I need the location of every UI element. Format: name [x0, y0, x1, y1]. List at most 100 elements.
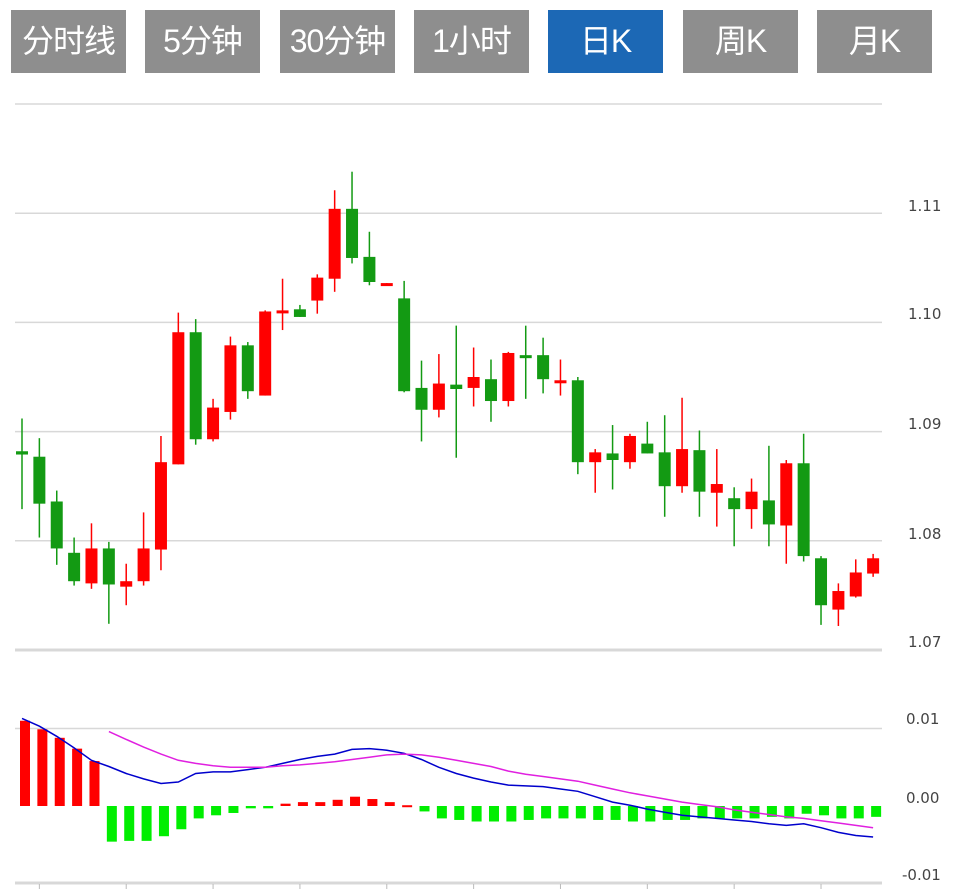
macd-tick-label: 0.01 [906, 710, 939, 728]
macd-bar [558, 806, 569, 819]
macd-bar [593, 806, 604, 820]
tab-daily-k[interactable]: 日K [548, 10, 663, 73]
tab-1hour[interactable]: 1小时 [414, 10, 529, 73]
macd-bar [367, 799, 378, 806]
grid [15, 103, 882, 889]
macd-bar [263, 806, 274, 809]
macd-bar [610, 806, 621, 820]
candle-up [120, 581, 133, 587]
macd-bar [523, 806, 534, 820]
macd-bar [315, 802, 326, 806]
price-tick-label: 1.11 [908, 197, 941, 215]
candle-down [641, 443, 654, 454]
candle-up [380, 283, 393, 287]
candle-up [276, 310, 289, 314]
candle-down [484, 379, 497, 402]
candle-up [710, 484, 723, 493]
macd-bar [627, 806, 638, 822]
candle-up [832, 591, 845, 610]
macd-bar [384, 802, 395, 806]
candle-down [450, 384, 463, 390]
macd-bar [732, 806, 743, 819]
candle-up [224, 345, 237, 412]
candle-down [519, 355, 532, 359]
candles [16, 171, 880, 626]
candle-down [398, 298, 411, 392]
macd-bar [332, 799, 343, 806]
candle-up [172, 332, 185, 465]
tab-intraday[interactable]: 分时线 [11, 10, 126, 73]
candle-up [745, 491, 758, 510]
candle-down [762, 500, 775, 525]
candle-up [328, 208, 341, 279]
macd-bar [853, 806, 864, 819]
axis-labels: 1.11 1.10 1.09 1.08 1.07 0.01 0.00 -0.01 [902, 197, 941, 884]
candle-up [502, 352, 515, 402]
candle-down [241, 345, 254, 392]
candle-down [728, 498, 741, 510]
macd-bar [193, 806, 204, 819]
candle-down [33, 456, 46, 504]
macd-bar [471, 806, 482, 822]
candle-up [554, 380, 567, 384]
macd-bar [124, 806, 135, 841]
macd-bar [54, 737, 65, 806]
macd-bar [280, 803, 291, 806]
macd-bar [506, 806, 517, 822]
tab-30min[interactable]: 30分钟 [280, 10, 395, 73]
candle-down [189, 332, 202, 440]
candle-down [293, 309, 306, 317]
tab-monthly-k[interactable]: 月K [817, 10, 932, 73]
macd-bar [871, 806, 882, 817]
macd-bar [680, 806, 691, 820]
candle-up [85, 548, 98, 584]
macd-tick-label: -0.01 [902, 866, 941, 884]
candle-down [537, 355, 550, 380]
macd-bar [419, 806, 430, 812]
candle-up [867, 558, 880, 574]
candle-up [207, 407, 220, 440]
macd-bar [454, 806, 465, 820]
candle-down [346, 208, 359, 258]
macd-bar [20, 720, 30, 806]
macd-bar [211, 806, 222, 816]
macd-bar [141, 806, 152, 841]
macd-bar [819, 806, 830, 816]
price-tick-label: 1.10 [908, 305, 941, 323]
macd-bar [297, 802, 308, 806]
candle-down [16, 451, 28, 455]
candle-down [815, 558, 828, 606]
macd-bar [176, 806, 187, 830]
price-tick-label: 1.07 [908, 633, 941, 651]
macd-bar [836, 806, 847, 819]
macd-lines [21, 717, 874, 838]
macd-bar [784, 806, 795, 819]
price-tick-label: 1.09 [908, 415, 941, 433]
macd-bar [228, 806, 239, 813]
candle-down [50, 501, 63, 549]
macd-bar [801, 806, 812, 814]
macd-histogram [20, 720, 882, 842]
tab-5min[interactable]: 5分钟 [145, 10, 260, 73]
candle-up [137, 548, 150, 582]
candle-up [467, 377, 480, 388]
candle-up [780, 463, 793, 526]
macd-bar [714, 806, 725, 819]
candle-up [259, 311, 272, 396]
candle-down [658, 452, 671, 487]
macd-bar [245, 806, 256, 809]
tab-weekly-k[interactable]: 周K [683, 10, 798, 73]
macd-bar [350, 796, 361, 806]
macd-bar [697, 806, 708, 819]
candle-down [571, 380, 584, 463]
candle-up [311, 277, 324, 301]
candle-up [676, 449, 689, 487]
macd-bar [158, 806, 169, 837]
candle-up [432, 383, 445, 410]
macd-bar [89, 761, 100, 806]
candle-down [797, 463, 810, 557]
candle-down [68, 552, 81, 582]
candle-up [589, 452, 602, 463]
candle-up [849, 572, 862, 597]
